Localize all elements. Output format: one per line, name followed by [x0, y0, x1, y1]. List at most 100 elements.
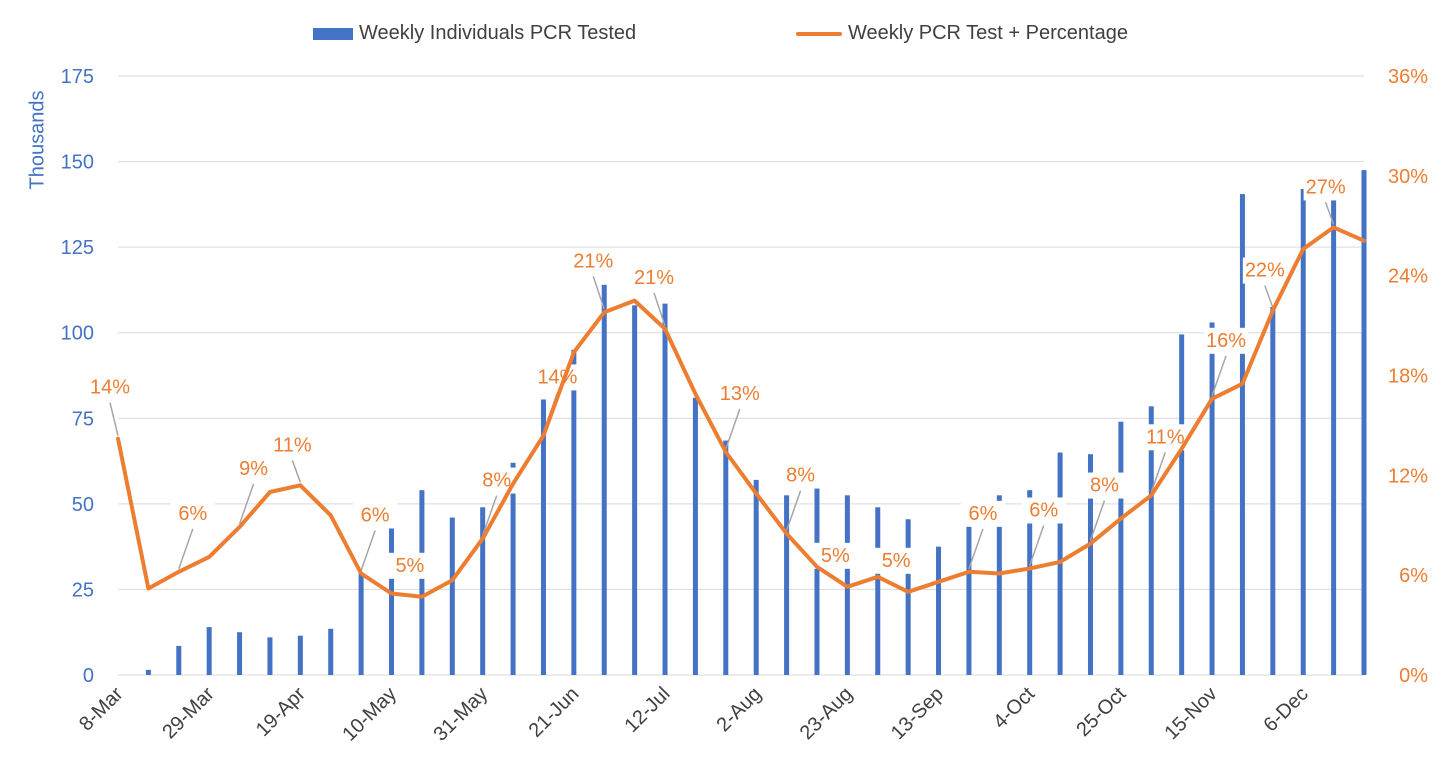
data-label: 6%: [1029, 500, 1058, 522]
leader-line: [481, 495, 498, 536]
leader-line: [1150, 452, 1166, 493]
data-label: 9%: [239, 458, 268, 480]
leader-line: [360, 530, 376, 571]
legend-item-bars: Weekly Individuals PCR Tested: [313, 22, 636, 45]
legend-label-bars: Weekly Individuals PCR Tested: [359, 22, 637, 44]
left-tick-label: 100: [61, 323, 94, 345]
bar: [510, 462, 516, 675]
right-tick-label: 30%: [1388, 166, 1428, 188]
bar: [784, 495, 790, 675]
x-tick-label: 4-Oct: [989, 683, 1039, 733]
data-label-bg: [1204, 327, 1249, 354]
bar: [1270, 307, 1276, 675]
bar: [206, 627, 212, 675]
bar: [480, 507, 486, 675]
data-label: 16%: [1206, 330, 1246, 352]
leader-line: [291, 460, 302, 483]
left-tick-label: 25: [72, 579, 94, 601]
x-tick-label: 31-May: [429, 683, 492, 746]
bar: [1300, 188, 1306, 675]
bar: [571, 349, 577, 675]
x-tick-label: 21-Jun: [525, 683, 584, 742]
leader-line: [653, 292, 666, 327]
x-tick-label: 8-Mar: [75, 683, 128, 736]
data-label-bg: [270, 432, 315, 459]
bar: [814, 478, 820, 675]
bar: [419, 490, 425, 675]
data-label-bg: [778, 462, 823, 489]
data-label-bg: [1082, 472, 1127, 499]
data-label: 5%: [821, 545, 850, 567]
bar: [1361, 170, 1367, 675]
leader-line: [785, 490, 802, 531]
data-label: 11%: [1146, 426, 1185, 448]
left-tick-label: 0: [83, 665, 94, 687]
bar: [1209, 322, 1215, 675]
bar: [601, 284, 607, 675]
data-label: 8%: [1090, 475, 1119, 497]
left-tick-label: 175: [61, 66, 94, 88]
x-tick-label: 12-Jul: [620, 683, 674, 737]
bar: [1148, 406, 1154, 675]
data-label-bg: [88, 374, 132, 401]
data-label: 5%: [882, 550, 911, 572]
x-tick-label: 23-Aug: [796, 683, 857, 744]
left-tick-label: 125: [61, 237, 94, 259]
bar: [1118, 421, 1124, 675]
leader-line: [178, 528, 194, 570]
right-tick-label: 24%: [1388, 266, 1428, 288]
data-label-bg: [231, 455, 276, 482]
bar: [1331, 175, 1337, 675]
data-label: 21%: [634, 267, 674, 289]
data-label-bg: [960, 500, 1005, 527]
bar: [1179, 334, 1185, 675]
bar: [267, 637, 273, 675]
data-label-bg: [1021, 497, 1066, 524]
legend-swatch-bars: [313, 27, 353, 40]
data-label-bg: [170, 500, 215, 527]
data-label-bg: [353, 502, 398, 529]
x-tick-label: 13-Sep: [887, 683, 948, 744]
bar: [297, 635, 303, 675]
data-label-bg: [1242, 257, 1287, 284]
leader-line: [725, 408, 741, 450]
bar: [358, 572, 364, 675]
data-label: 11%: [273, 434, 312, 456]
leader-line: [592, 276, 605, 310]
legend-swatch-line: [796, 31, 842, 36]
data-label: 6%: [178, 503, 207, 525]
data-label: 6%: [968, 503, 997, 525]
bar: [966, 510, 972, 675]
leader-line: [1264, 285, 1274, 308]
x-tick-label: 2-Aug: [712, 683, 765, 736]
bar: [692, 397, 698, 675]
data-label: 27%: [1306, 176, 1346, 198]
line-series: [116, 225, 1366, 599]
data-label-bg: [1303, 174, 1348, 201]
bar: [540, 399, 546, 675]
legend-item-line: Weekly PCR Test + Percentage: [796, 22, 1128, 45]
right-tick-label: 6%: [1399, 565, 1428, 587]
right-tick-label: 18%: [1388, 366, 1428, 388]
data-label: 14%: [537, 366, 577, 388]
leader-line: [1089, 500, 1106, 541]
data-label: 22%: [1245, 260, 1285, 282]
data-label: 8%: [482, 470, 511, 492]
data-label: 14%: [90, 377, 130, 399]
bar: [176, 645, 182, 675]
leader-line: [1324, 202, 1335, 225]
leader-line: [968, 528, 984, 570]
bar: [237, 632, 243, 675]
data-label-bg: [535, 364, 580, 391]
data-label-bg: [387, 552, 432, 579]
bar: [1239, 194, 1245, 676]
bar: [936, 546, 942, 675]
data-label: 5%: [395, 555, 424, 577]
data-label: 21%: [573, 250, 613, 272]
right-tick-label: 12%: [1388, 465, 1428, 487]
x-tick-label: 10-May: [338, 683, 401, 746]
x-tick-label: 6-Dec: [1259, 683, 1312, 736]
data-label-bg: [813, 542, 858, 569]
